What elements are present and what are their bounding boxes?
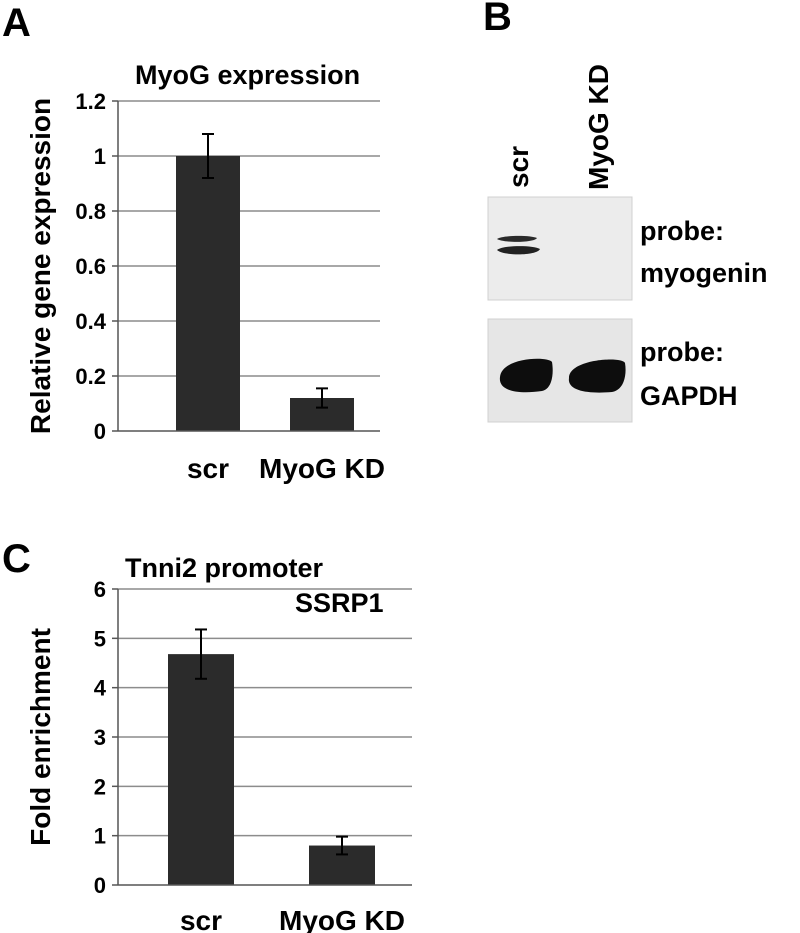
y-tick-label: 0: [94, 419, 106, 444]
blot-band-gapdh-scr: [499, 358, 553, 393]
chart-a-title: MyoG expression: [135, 60, 360, 90]
y-tick-label: 0.2: [75, 364, 106, 389]
chart-a-y-ticks: 0 0.2 0.4 0.6 0.8 1 1.2: [75, 89, 118, 444]
blot-band-gapdh-myog-kd: [568, 359, 626, 393]
error-bar: [202, 133, 214, 179]
y-tick-label: 3: [94, 725, 106, 750]
y-tick-label: 0.8: [75, 199, 106, 224]
y-tick-label: 1: [94, 144, 106, 169]
y-tick-label: 4: [94, 676, 107, 701]
chart-c-bars: [168, 654, 375, 885]
y-tick-label: 0.4: [75, 309, 106, 334]
bar: [176, 156, 240, 431]
chart-c-y-axis-label: Fold enrichment: [25, 628, 56, 846]
chart-c-title: Tnni2 promoter: [125, 553, 323, 583]
bar: [168, 654, 234, 885]
blot-band-myogenin-scr: [497, 235, 540, 255]
chart-c-category-labels: scr MyoG KD: [180, 905, 405, 933]
error-bar: [336, 835, 348, 856]
chart-a-y-axis-label: Relative gene expression: [25, 98, 56, 434]
chart-a-category-labels: scr MyoG KD: [187, 453, 385, 484]
y-tick-label: 6: [94, 577, 106, 602]
blot-label-myogenin-line1: probe:: [640, 216, 724, 246]
y-tick-label: 0.6: [75, 254, 106, 279]
chart-c: Tnni2 promoter SSRP1 Fold enrichment 0 1 2…: [25, 553, 412, 933]
blot-lane-label-scr: scr: [503, 146, 534, 188]
chart-a-bars: [176, 156, 354, 431]
chart-c-grid: [118, 588, 412, 837]
chart-c-annotation: SSRP1: [295, 588, 384, 618]
chart-c-error-bars: [195, 628, 348, 856]
category-label: MyoG KD: [279, 905, 405, 933]
chart-a-error-bars: [202, 133, 328, 409]
category-label: scr: [187, 453, 229, 484]
blot-label-gapdh-line2: GAPDH: [640, 381, 738, 411]
category-label: MyoG KD: [259, 453, 385, 484]
y-tick-label: 0: [94, 873, 106, 898]
blot-label-gapdh-line1: probe:: [640, 337, 724, 367]
chart-a: MyoG expression Relative gene expression…: [25, 60, 385, 484]
panel-letter-c: C: [2, 537, 31, 581]
chart-a-grid: [118, 100, 380, 377]
category-label: scr: [180, 905, 222, 933]
y-tick-label: 2: [94, 774, 106, 799]
blot-lane-label-myog-kd: MyoG KD: [583, 64, 614, 190]
blot-label-myogenin-line2: myogenin: [640, 258, 768, 288]
y-tick-label: 1: [94, 824, 106, 849]
error-bar: [316, 387, 328, 409]
panel-letter-a: A: [2, 1, 31, 45]
y-tick-label: 5: [94, 626, 106, 651]
error-bar: [195, 628, 207, 680]
chart-c-y-ticks: 0 1 2 3 4 5 6: [94, 577, 118, 898]
panel-letter-b: B: [483, 0, 512, 39]
y-tick-label: 1.2: [75, 89, 106, 114]
western-blot: scr MyoG KD probe: myogenin probe: GAPDH: [487, 64, 768, 423]
